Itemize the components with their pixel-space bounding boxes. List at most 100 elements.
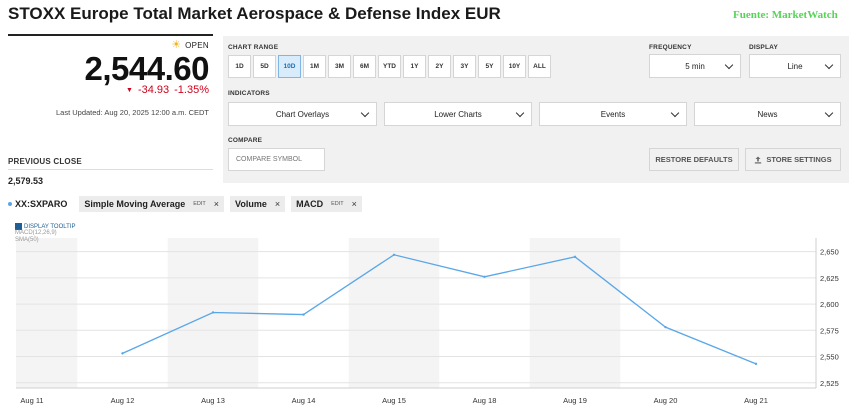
chevron-down-icon — [824, 108, 834, 118]
previous-close-value: 2,579.53 — [8, 176, 44, 186]
y-tick-label: 2,525 — [820, 379, 839, 388]
data-point — [392, 253, 396, 256]
data-point — [754, 362, 758, 366]
data-point — [211, 311, 215, 314]
display-select[interactable]: Line — [749, 54, 841, 78]
display-value: Line — [787, 61, 803, 71]
sma-close-icon[interactable]: × — [213, 199, 219, 209]
change-points: -34.93 — [137, 84, 170, 96]
chevron-down-icon — [515, 108, 525, 118]
studies-bar: XX:SXPARO Simple Moving Average EDIT × V… — [8, 196, 362, 212]
range-button-3y[interactable]: 3Y — [453, 55, 476, 78]
series-legend-item: XX:SXPARO — [8, 199, 73, 209]
range-button-all[interactable]: ALL — [528, 55, 551, 78]
volume-study-label: Volume — [235, 199, 267, 209]
price-change: ▼ -34.93 -1.35% — [126, 84, 209, 96]
frequency-label: FREQUENCY — [649, 44, 692, 51]
chart-controls-panel: CHART RANGE 1D 5D 10D 1M 3M 6M YTD 1Y 2Y 3Y 5Y 10Y A… — [223, 36, 849, 183]
store-settings-label: STORE SETTINGS — [766, 155, 832, 164]
news-menu[interactable]: News — [694, 102, 841, 126]
data-point — [483, 275, 486, 279]
display-tooltip-toggle[interactable]: DISPLAY TOOLTIP — [15, 223, 75, 230]
last-updated: Last Updated: Aug 20, 2025 12:00 a.m. CE… — [55, 108, 209, 117]
series-symbol: XX:SXPARO — [15, 199, 68, 209]
range-button-6m[interactable]: 6M — [353, 55, 376, 78]
quote-panel: ☀ OPEN 2,544.60 ▼ -34.93 -1.35% Last Upd… — [8, 36, 213, 186]
range-button-ytd[interactable]: YTD — [378, 55, 401, 78]
range-button-10y[interactable]: 10Y — [503, 55, 526, 78]
range-button-5d[interactable]: 5D — [253, 55, 276, 78]
volume-study-chip: Volume × — [230, 196, 286, 212]
x-tick-label: Aug 21 — [744, 396, 768, 405]
price-chart-svg[interactable]: 2,525 2,550 2,575 2,600 2,625 2,650 Aug 11 Aug … — [0, 220, 860, 410]
x-tick-label: Aug 18 — [473, 396, 497, 405]
range-button-1d[interactable]: 1D — [228, 55, 251, 78]
previous-close-label: PREVIOUS CLOSE — [8, 157, 82, 166]
upload-icon — [755, 156, 762, 163]
y-tick-label: 2,650 — [820, 248, 839, 257]
chart-overlays-menu[interactable]: Chart Overlays — [228, 102, 377, 126]
y-tick-label: 2,550 — [820, 353, 839, 362]
range-button-3m[interactable]: 3M — [328, 55, 351, 78]
frequency-select[interactable]: 5 min — [649, 54, 741, 78]
restore-defaults-button[interactable]: RESTORE DEFAULTS — [649, 148, 739, 171]
macd-close-icon[interactable]: × — [351, 199, 357, 209]
market-status-label: OPEN — [185, 41, 209, 50]
chart-range-label: CHART RANGE — [228, 44, 279, 51]
range-button-5y[interactable]: 5Y — [478, 55, 501, 78]
news-label: News — [757, 109, 778, 119]
sma-study-label: Simple Moving Average — [84, 199, 186, 209]
lower-charts-label: Lower Charts — [434, 109, 482, 119]
source-credit: Fuente: MarketWatch — [733, 9, 838, 21]
x-tick-label: Aug 12 — [111, 396, 135, 405]
x-tick-label: Aug 11 — [20, 396, 43, 405]
volume-close-icon[interactable]: × — [274, 199, 281, 209]
down-arrow-icon: ▼ — [126, 86, 133, 94]
macd-study-chip: MACD EDIT × — [291, 196, 362, 212]
lower-charts-menu[interactable]: Lower Charts — [384, 102, 532, 126]
x-tick-label: Aug 20 — [654, 396, 678, 405]
page-title: STOXX Europe Total Market Aerospace & De… — [8, 4, 501, 23]
chevron-down-icon — [724, 60, 734, 70]
data-point — [302, 313, 305, 316]
data-point — [121, 352, 124, 355]
store-settings-button[interactable]: STORE SETTINGS — [745, 148, 841, 171]
day-band — [16, 238, 78, 388]
range-button-1y[interactable]: 1Y — [403, 55, 426, 78]
tooltip-label: DISPLAY TOOLTIP — [24, 223, 76, 230]
data-point — [573, 255, 577, 259]
macd-study-label: MACD — [296, 199, 324, 209]
tooltip-checkbox[interactable] — [15, 223, 22, 230]
display-label: DISPLAY — [749, 44, 778, 51]
x-tick-label: Aug 19 — [563, 396, 587, 405]
frequency-value: 5 min — [685, 61, 705, 71]
chevron-down-icon — [670, 108, 680, 118]
range-button-10d[interactable]: 10D — [278, 55, 301, 78]
compare-symbol-input[interactable] — [228, 148, 325, 171]
chevron-down-icon — [360, 108, 370, 118]
sma-edit-button[interactable]: EDIT — [193, 201, 206, 207]
y-tick-label: 2,575 — [820, 326, 839, 335]
macd-edit-button[interactable]: EDIT — [331, 201, 344, 207]
market-status: ☀ OPEN — [171, 40, 209, 51]
chevron-down-icon — [824, 60, 834, 70]
last-price: 2,544.60 — [84, 50, 210, 87]
series-line — [122, 254, 757, 365]
range-button-2y[interactable]: 2Y — [428, 55, 451, 78]
restore-defaults-label: RESTORE DEFAULTS — [655, 155, 733, 164]
events-menu[interactable]: Events — [539, 102, 687, 126]
title-divider — [8, 34, 213, 36]
indicators-label: INDICATORS — [228, 90, 270, 97]
day-band — [348, 238, 440, 388]
y-tick-label: 2,625 — [820, 274, 839, 283]
previous-close-divider — [8, 169, 213, 170]
day-band — [529, 238, 621, 388]
sma-indicator-label: SMA(50) — [15, 237, 39, 243]
macd-indicator-label: MACD(12,26,9) — [15, 230, 57, 236]
range-button-1m[interactable]: 1M — [303, 55, 326, 78]
events-label: Events — [600, 109, 626, 119]
y-tick-label: 2,600 — [820, 300, 839, 309]
sma-study-chip: Simple Moving Average EDIT × — [79, 196, 224, 212]
x-tick-label: Aug 15 — [382, 396, 406, 405]
price-chart: 2,525 2,550 2,575 2,600 2,625 2,650 Aug 11 Aug … — [0, 220, 860, 410]
